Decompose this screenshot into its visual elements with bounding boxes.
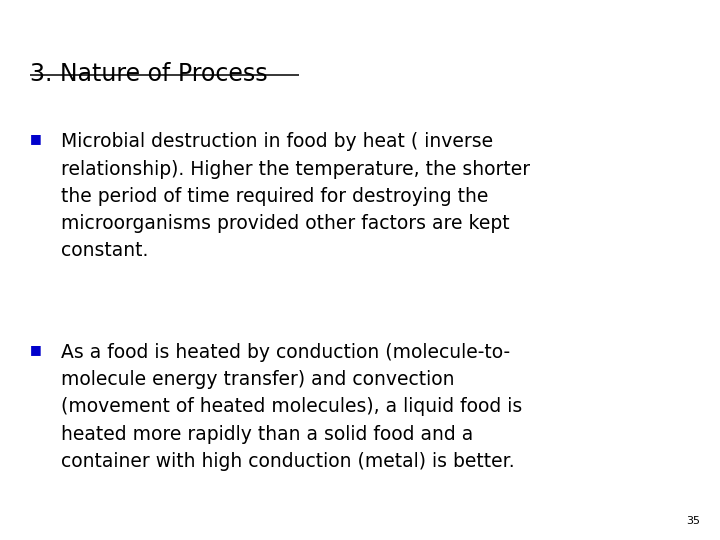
Text: 3. Nature of Process: 3. Nature of Process bbox=[30, 62, 268, 86]
Text: ■: ■ bbox=[30, 132, 42, 145]
Text: ■: ■ bbox=[30, 343, 42, 356]
Text: 35: 35 bbox=[686, 516, 700, 526]
Text: Microbial destruction in food by heat ( inverse
relationship). Higher the temper: Microbial destruction in food by heat ( … bbox=[61, 132, 531, 260]
Text: As a food is heated by conduction (molecule-to-
molecule energy transfer) and co: As a food is heated by conduction (molec… bbox=[61, 343, 523, 471]
